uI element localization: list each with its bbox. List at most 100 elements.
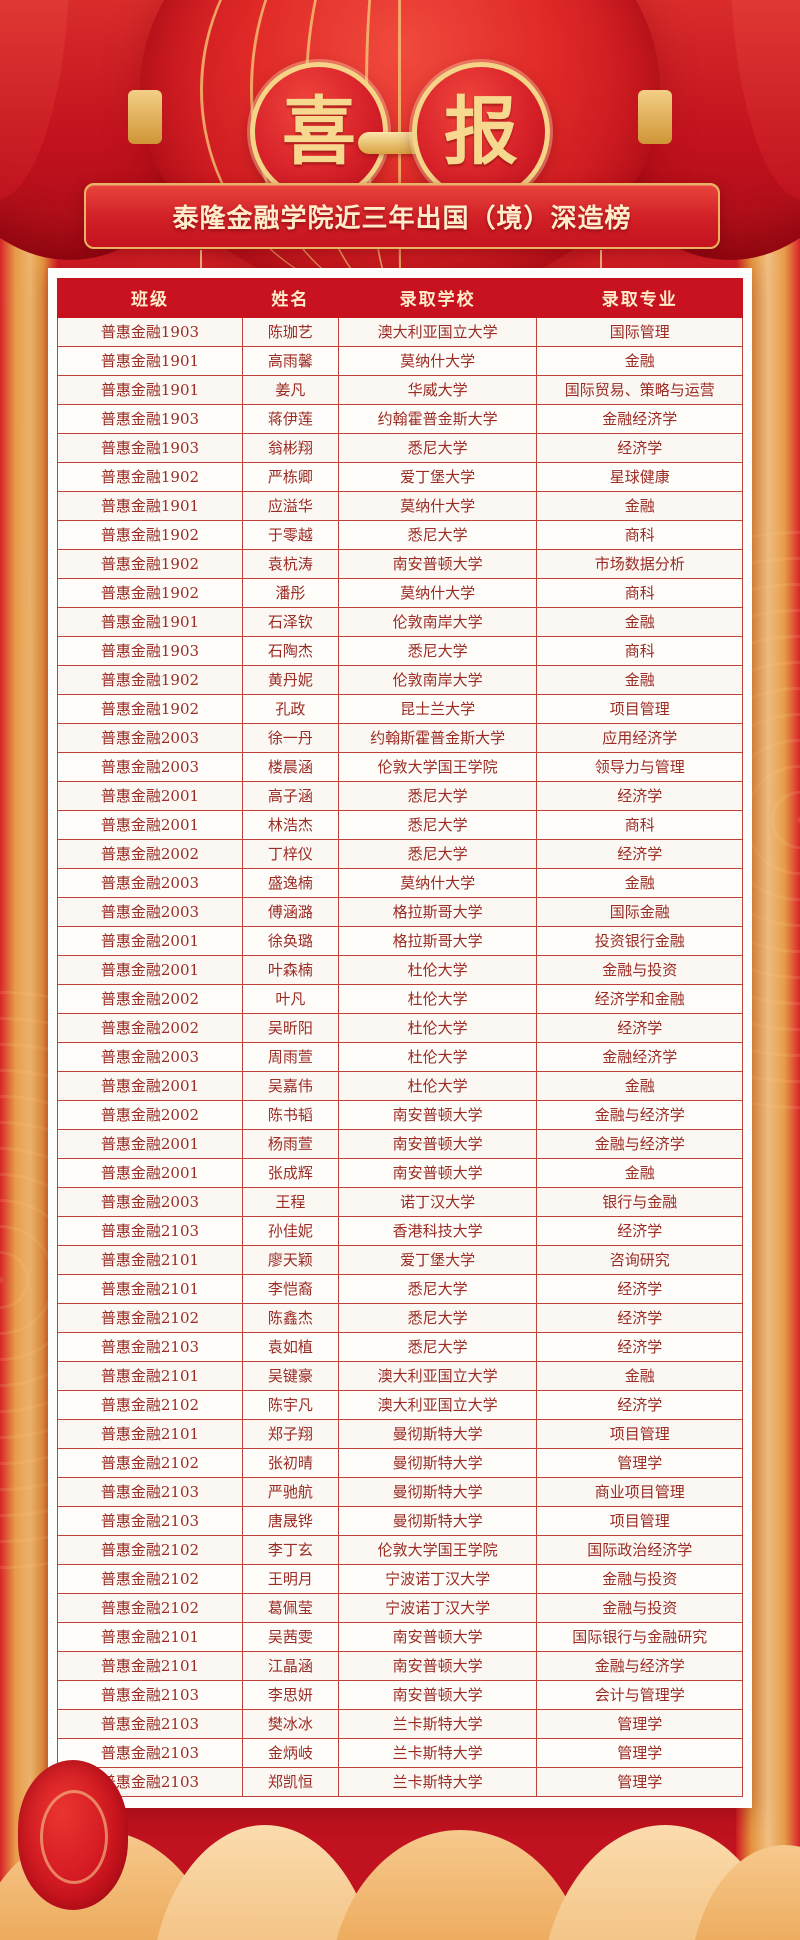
cell-name: 陈宇凡 — [241, 1390, 339, 1420]
cell-university: 南安普顿大学 — [337, 1680, 538, 1710]
table-row: 普惠金融2101 吴键豪 澳大利亚国立大学 金融 — [57, 1361, 743, 1391]
table-row: 普惠金融2101 廖天颖 爱丁堡大学 咨询研究 — [57, 1245, 743, 1275]
cell-major: 金融经济学 — [536, 404, 743, 434]
table-row: 普惠金融2102 李丁玄 伦敦大学国王学院 国际政治经济学 — [57, 1535, 743, 1565]
cell-major: 经济学 — [536, 1274, 743, 1304]
cell-university: 澳大利亚国立大学 — [337, 317, 538, 347]
cell-class: 普惠金融2102 — [57, 1535, 243, 1565]
cell-university: 杜伦大学 — [337, 984, 538, 1014]
cell-name: 蒋伊莲 — [241, 404, 339, 434]
cell-major: 经济学 — [536, 433, 743, 463]
table-row: 普惠金融2001 林浩杰 悉尼大学 商科 — [57, 810, 743, 840]
cell-university: 格拉斯哥大学 — [337, 897, 538, 927]
right-drape-fold — [730, 0, 800, 200]
cell-name: 李思妍 — [241, 1680, 339, 1710]
table-row: 普惠金融2103 李思妍 南安普顿大学 会计与管理学 — [57, 1680, 743, 1710]
table-row: 普惠金融2103 唐晟铧 曼彻斯特大学 项目管理 — [57, 1506, 743, 1536]
cell-class: 普惠金融2001 — [57, 926, 243, 956]
cell-university: 格拉斯哥大学 — [337, 926, 538, 956]
cell-name: 杨雨萱 — [241, 1129, 339, 1159]
table-row: 普惠金融2001 高子涵 悉尼大学 经济学 — [57, 781, 743, 811]
cell-major: 金融 — [536, 346, 743, 376]
cell-major: 经济学 — [536, 1332, 743, 1362]
cell-name: 金炳岐 — [241, 1738, 339, 1768]
cell-class: 普惠金融1901 — [57, 346, 243, 376]
cell-major: 金融与经济学 — [536, 1100, 743, 1130]
table-body: 普惠金融1903 陈珈艺 澳大利亚国立大学 国际管理 普惠金融1901 高雨馨 莫纳什大学金… — [57, 317, 743, 1797]
cell-university: 南安普顿大学 — [337, 1622, 538, 1652]
cell-class: 普惠金融2001 — [57, 781, 243, 811]
cell-class: 普惠金融2003 — [57, 752, 243, 782]
cell-class: 普惠金融1902 — [57, 549, 243, 579]
small-lantern-icon — [18, 1760, 128, 1910]
cell-class: 普惠金融1903 — [57, 317, 243, 347]
cell-major: 投资银行金融 — [536, 926, 743, 956]
cell-class: 普惠金融2003 — [57, 723, 243, 753]
cell-class: 普惠金融2103 — [57, 1506, 243, 1536]
cell-class: 普惠金融2103 — [57, 1216, 243, 1246]
cell-major: 金融与经济学 — [536, 1129, 743, 1159]
cell-class: 普惠金融2103 — [57, 1709, 243, 1739]
cell-class: 普惠金融1903 — [57, 404, 243, 434]
column-header-class: 班级 — [57, 278, 243, 318]
cell-name: 叶凡 — [241, 984, 339, 1014]
table-row: 普惠金融2002 吴昕阳 杜伦大学 经济学 — [57, 1013, 743, 1043]
table-row: 普惠金融1901 姜凡 华威大学 国际贸易、策略与运营 — [57, 375, 743, 405]
table-row: 普惠金融2102 葛佩莹 宁波诺丁汉大学 金融与投资 — [57, 1593, 743, 1623]
banner-title: 泰隆金融学院近三年出国（境）深造榜 — [172, 203, 632, 234]
cell-class: 普惠金融2002 — [57, 839, 243, 869]
cell-name: 吴昕阳 — [241, 1013, 339, 1043]
cell-major: 国际银行与金融研究 — [536, 1622, 743, 1652]
cell-university: 杜伦大学 — [337, 1013, 538, 1043]
table-row: 普惠金融2103 孙佳妮 香港科技大学 经济学 — [57, 1216, 743, 1246]
cell-university: 伦敦大学国王学院 — [337, 1535, 538, 1565]
cell-class: 普惠金融2102 — [57, 1593, 243, 1623]
cell-university: 莫纳什大学 — [337, 491, 538, 521]
table-row: 普惠金融2103 樊冰冰 兰卡斯特大学 管理学 — [57, 1709, 743, 1739]
table-head: 班级 姓名 录取学校 录取专业 — [57, 278, 743, 318]
cell-university: 曼彻斯特大学 — [337, 1419, 538, 1449]
cell-class: 普惠金融2002 — [57, 984, 243, 1014]
cell-major: 经济学 — [536, 1013, 743, 1043]
cell-name: 郑子翔 — [241, 1419, 339, 1449]
table-row: 普惠金融2003 楼晨涵 伦敦大学国王学院 领导力与管理 — [57, 752, 743, 782]
cell-class: 普惠金融2102 — [57, 1303, 243, 1333]
cell-class: 普惠金融2101 — [57, 1274, 243, 1304]
cell-name: 吴茜雯 — [241, 1622, 339, 1652]
cell-university: 悉尼大学 — [337, 839, 538, 869]
table-row: 普惠金融2001 杨雨萱 南安普顿大学 金融与经济学 — [57, 1129, 743, 1159]
cell-name: 廖天颖 — [241, 1245, 339, 1275]
cell-major: 经济学 — [536, 839, 743, 869]
table-row: 普惠金融2103 郑凯恒 兰卡斯特大学 管理学 — [57, 1767, 743, 1797]
cell-major: 咨询研究 — [536, 1245, 743, 1275]
table-row: 普惠金融2102 王明月 宁波诺丁汉大学 金融与投资 — [57, 1564, 743, 1594]
cell-major: 银行与金融 — [536, 1187, 743, 1217]
cell-name: 李丁玄 — [241, 1535, 339, 1565]
cell-major: 金融 — [536, 491, 743, 521]
cell-class: 普惠金融1903 — [57, 433, 243, 463]
cell-class: 普惠金融2003 — [57, 1042, 243, 1072]
cell-major: 金融与投资 — [536, 1564, 743, 1594]
cell-name: 吴嘉伟 — [241, 1071, 339, 1101]
cell-major: 国际政治经济学 — [536, 1535, 743, 1565]
cell-university: 香港科技大学 — [337, 1216, 538, 1246]
cell-major: 经济学 — [536, 781, 743, 811]
cell-university: 南安普顿大学 — [337, 1100, 538, 1130]
cell-major: 金融与投资 — [536, 955, 743, 985]
cell-name: 张初晴 — [241, 1448, 339, 1478]
cell-name: 徐一丹 — [241, 723, 339, 753]
cell-major: 管理学 — [536, 1709, 743, 1739]
cell-name: 郑凯恒 — [241, 1767, 339, 1797]
column-header-univ: 录取学校 — [337, 278, 538, 318]
cell-university: 悉尼大学 — [337, 810, 538, 840]
cell-major: 国际金融 — [536, 897, 743, 927]
table-row: 普惠金融1901 应溢华 莫纳什大学 金融 — [57, 491, 743, 521]
cell-university: 悉尼大学 — [337, 520, 538, 550]
table-row: 普惠金融2003 傅涵潞 格拉斯哥大学 国际金融 — [57, 897, 743, 927]
cell-class: 普惠金融2101 — [57, 1622, 243, 1652]
cell-name: 林浩杰 — [241, 810, 339, 840]
cell-name: 徐奂璐 — [241, 926, 339, 956]
cell-name: 王明月 — [241, 1564, 339, 1594]
cell-class: 普惠金融1901 — [57, 375, 243, 405]
cell-university: 杜伦大学 — [337, 955, 538, 985]
